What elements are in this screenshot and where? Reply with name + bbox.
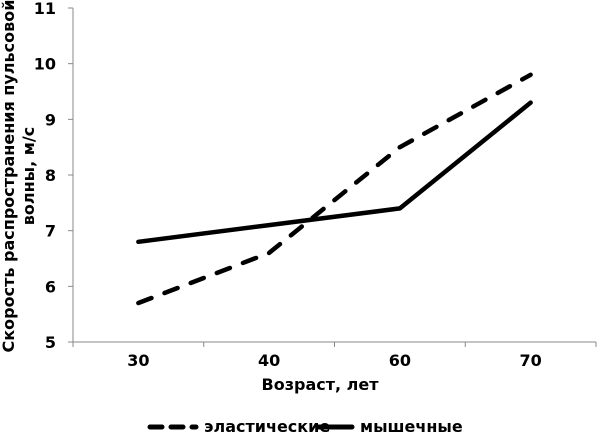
series-muscular-line	[136, 100, 533, 245]
legend-item-elastic: эластические	[147, 417, 330, 436]
y-axis-label: Скорость распространения пульсовой волны…	[0, 0, 38, 352]
x-tick-label: 70	[519, 351, 541, 370]
legend: эластические мышечные	[147, 417, 463, 436]
y-tick-label: 5	[45, 333, 56, 352]
y-tick-label: 8	[45, 166, 56, 185]
series-lines	[136, 72, 533, 306]
y-axis-label-line-2: волны, м/с	[19, 127, 38, 225]
y-tick-label: 6	[45, 277, 56, 296]
y-axis-label-line-1: Скорость распространения пульсовой	[0, 0, 18, 352]
legend-item-muscular: мышечные	[315, 417, 463, 436]
y-tick-label: 9	[45, 110, 56, 129]
series-elastic-line	[136, 72, 533, 306]
y-tick-label: 7	[45, 222, 56, 241]
x-axis: 30 40 60 70	[72, 341, 597, 370]
x-tick-label: 40	[258, 351, 280, 370]
y-axis: 5 6 7 8 9 10 11	[34, 0, 74, 352]
x-axis-label: Возраст, лет	[262, 375, 380, 394]
y-tick-label: 11	[34, 0, 56, 18]
legend-label-elastic: эластические	[204, 417, 330, 433]
y-tick-label: 10	[34, 55, 56, 74]
x-tick-label: 60	[389, 351, 411, 370]
x-tick-label: 30	[127, 351, 149, 370]
legend-label-muscular: мышечные	[360, 417, 463, 433]
